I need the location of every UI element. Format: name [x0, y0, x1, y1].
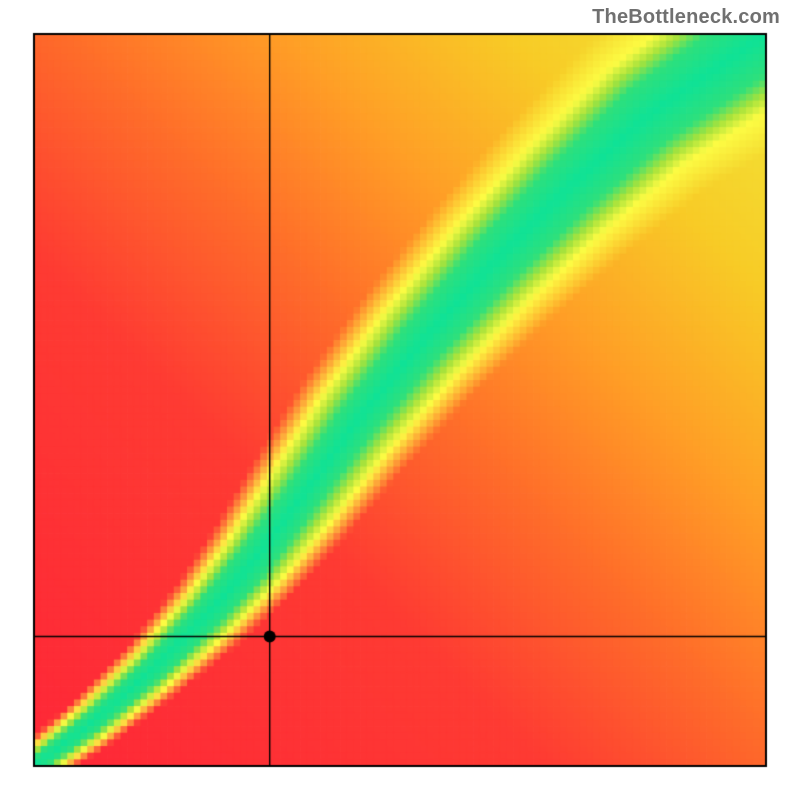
bottleneck-heatmap — [0, 0, 800, 800]
watermark-label: TheBottleneck.com — [592, 6, 780, 29]
